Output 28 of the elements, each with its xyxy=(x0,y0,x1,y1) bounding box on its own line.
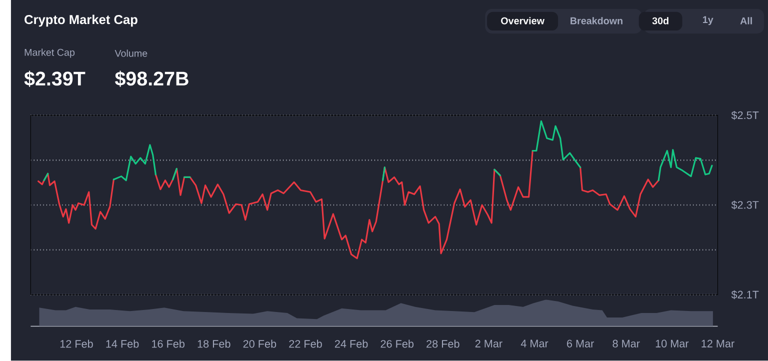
x-tick-label: 10 Mar xyxy=(656,340,689,348)
x-tick-label: 16 Feb xyxy=(152,340,184,348)
x-tick-label: 6 Mar xyxy=(567,340,594,348)
text: $2.39T xyxy=(24,70,86,88)
text: Volume xyxy=(114,50,148,57)
x-tick-label: 2 Mar xyxy=(475,340,502,348)
text: 30d xyxy=(652,17,668,24)
chart-title: Crypto Market Cap xyxy=(24,14,138,27)
x-tick-label: 22 Feb xyxy=(289,340,322,348)
x-tick-label: 12 Feb xyxy=(60,340,93,348)
x-tick-label: 24 Feb xyxy=(334,340,368,348)
x-tick-label: 26 Feb xyxy=(380,340,414,348)
x-tick-label: 12 Mar xyxy=(702,340,734,348)
y-tick-label: $2.5T xyxy=(731,111,759,120)
y-tick-label: $2.3T xyxy=(731,200,759,210)
text: Overview xyxy=(501,17,544,24)
text: Market Cap xyxy=(24,48,75,58)
text: 1y xyxy=(703,16,714,26)
x-tick-label: 20 Feb xyxy=(243,340,276,348)
text: All xyxy=(740,17,752,24)
text: Breakdown xyxy=(570,17,622,24)
y-tick-label: $2.1T xyxy=(731,290,759,300)
x-tick-label: 14 Feb xyxy=(106,340,139,348)
x-tick-label: 4 Mar xyxy=(520,340,548,348)
x-tick-label: 8 Mar xyxy=(612,340,640,348)
text: $98.27B xyxy=(114,70,188,88)
x-tick-label: 28 Feb xyxy=(426,340,460,348)
x-tick-label: 18 Feb xyxy=(198,340,230,348)
